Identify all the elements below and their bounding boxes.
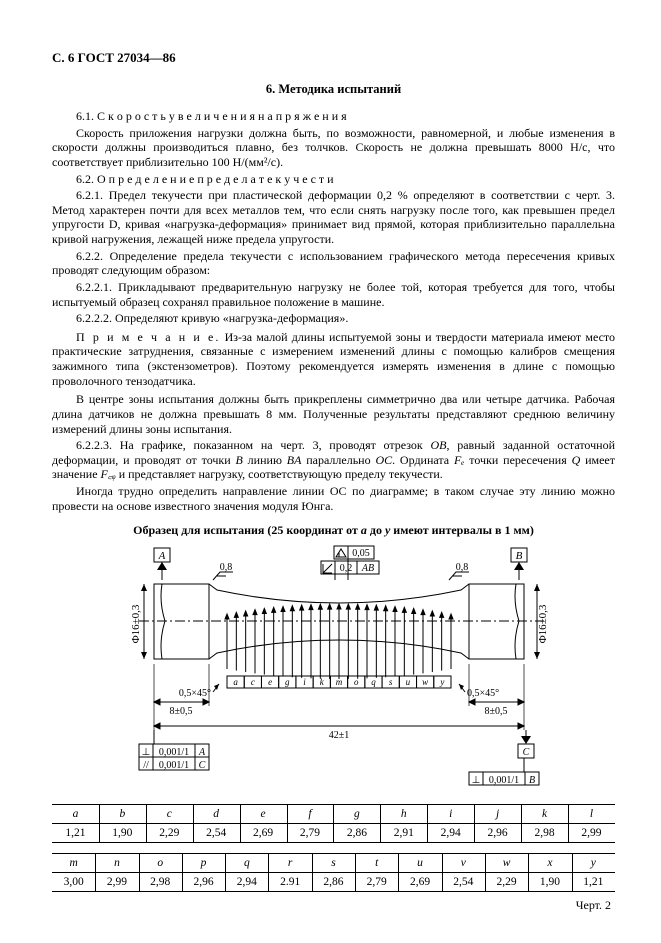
page-header: С. 6 ГОСТ 27034—86 — [52, 50, 615, 66]
svg-text:s: s — [388, 677, 392, 687]
svg-text:k: k — [319, 677, 324, 687]
svg-text:0,2: 0,2 — [339, 563, 352, 574]
para-6-2-2-2: 6.2.2.2. Определяют кривую «нагрузка-деф… — [52, 311, 615, 326]
para-6-2: 6.2. О п р е д е л е н и е п р е д е л а… — [52, 172, 615, 187]
section-title: 6. Методика испытаний — [52, 82, 615, 97]
table-1: abcdefghijkl 1,211,902,292,542,692,792,8… — [52, 804, 615, 843]
svg-text:w: w — [422, 677, 428, 687]
svg-text:C: C — [198, 760, 205, 771]
svg-text:Φ16±0,3: Φ16±0,3 — [537, 604, 549, 643]
svg-text:0,8: 0,8 — [455, 562, 468, 573]
svg-text:A: A — [197, 747, 205, 758]
page-num: С. 6 — [52, 50, 74, 65]
svg-text:42±1: 42±1 — [328, 730, 349, 741]
para-6-2-2: 6.2.2. Определение предела текучести с и… — [52, 249, 615, 278]
para-center: В центре зоны испытания должны быть прик… — [52, 392, 615, 436]
svg-text://: // — [143, 760, 149, 771]
para-6-1: 6.1. С к о р о с т ь у в е л и ч е н и я… — [52, 109, 615, 124]
svg-text:B: B — [515, 550, 522, 562]
svg-text:q: q — [371, 677, 376, 687]
table-2: mnopqrstuvwxy 3,002,992,982,962,942.912,… — [52, 853, 615, 892]
svg-text:8±0,5: 8±0,5 — [169, 706, 192, 717]
para-6-2-2-3: 6.2.2.3. На графике, показанном на черт.… — [52, 438, 615, 482]
svg-text:C: C — [522, 747, 529, 758]
para-6-2-2-1: 6.2.2.1. Прикладывают предварительную на… — [52, 280, 615, 309]
svg-text:⊥: ⊥ — [141, 747, 150, 758]
svg-text:a: a — [233, 677, 238, 687]
svg-text:g: g — [285, 677, 290, 687]
svg-text:Φ16±0,3: Φ16±0,3 — [130, 604, 142, 643]
para-6-1b: Скорость приложения нагрузки должна быть… — [52, 126, 615, 170]
svg-text:0,001/1: 0,001/1 — [158, 760, 188, 771]
svg-text:0,5×45°: 0,5×45° — [467, 688, 499, 699]
note: П р и м е ч а н и е. Из-за малой длины и… — [52, 330, 615, 389]
doc-num: ГОСТ 27034—86 — [78, 50, 176, 65]
svg-text:A: A — [157, 550, 165, 562]
figure: A B 0,05 0,2 AB — [52, 544, 615, 794]
svg-text:⊥: ⊥ — [471, 775, 480, 786]
svg-text:0,5×45°: 0,5×45° — [178, 688, 210, 699]
para-6-2-1: 6.2.1. Предел текучести при пластической… — [52, 188, 615, 247]
figure-number: Черт. 2 — [52, 898, 615, 913]
svg-text:i: i — [303, 677, 306, 687]
svg-text:m: m — [335, 677, 342, 687]
svg-text:0,001/1: 0,001/1 — [488, 775, 518, 786]
svg-text:u: u — [405, 677, 410, 687]
svg-text:0,8: 0,8 — [219, 562, 232, 573]
svg-text:c: c — [250, 677, 254, 687]
svg-text:o: o — [353, 677, 358, 687]
svg-text:y: y — [439, 677, 444, 687]
svg-text:8±0,5: 8±0,5 — [484, 706, 507, 717]
svg-text:AB: AB — [360, 563, 373, 574]
svg-text:B: B — [528, 775, 534, 786]
figure-caption: Образец для испытания (25 координат от a… — [52, 523, 615, 538]
svg-text:0,05: 0,05 — [352, 548, 370, 559]
svg-text:0,001/1: 0,001/1 — [158, 747, 188, 758]
para-oc: Иногда трудно определить направление лин… — [52, 484, 615, 513]
svg-text:e: e — [268, 677, 272, 687]
